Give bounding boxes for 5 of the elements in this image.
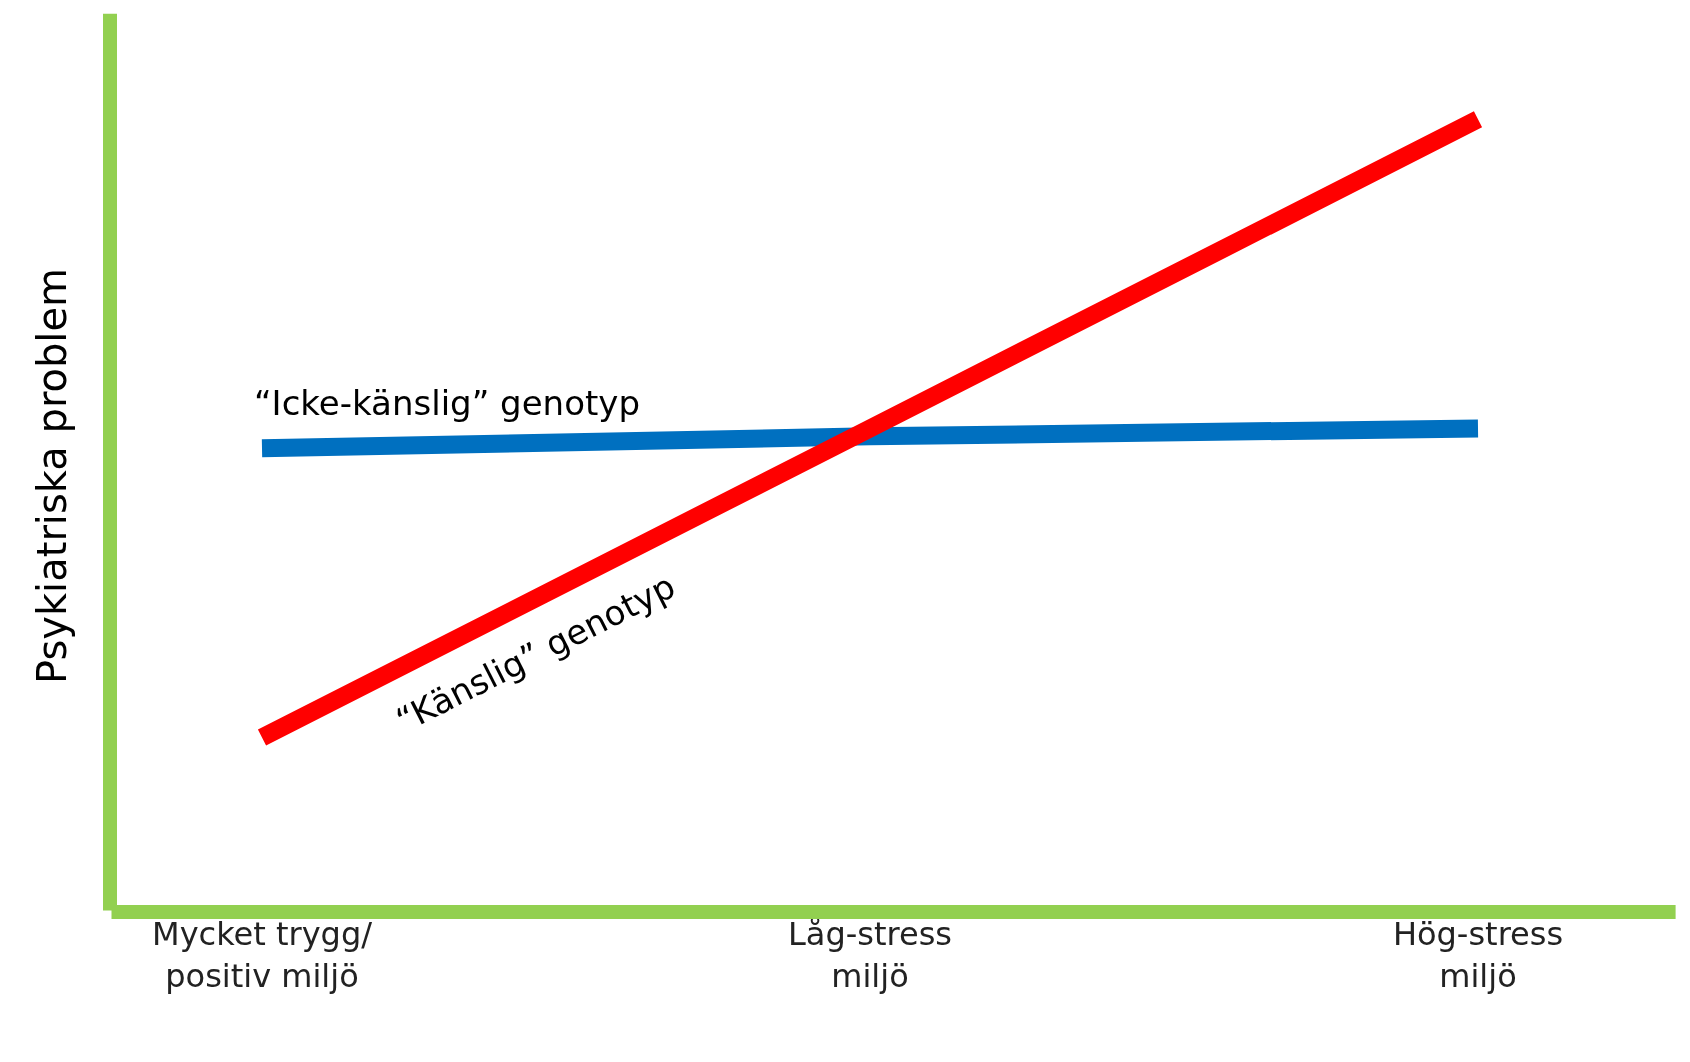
x-tick-label: Låg-stress miljö [788,915,952,995]
x-tick-label: Mycket trygg/ positiv miljö [152,915,373,995]
x-tick-label: Hög-stress miljö [1392,915,1564,995]
series-label: “Icke-känslig” genotyp [254,383,640,423]
y-axis-title: Psykiatriska problem [28,268,75,684]
